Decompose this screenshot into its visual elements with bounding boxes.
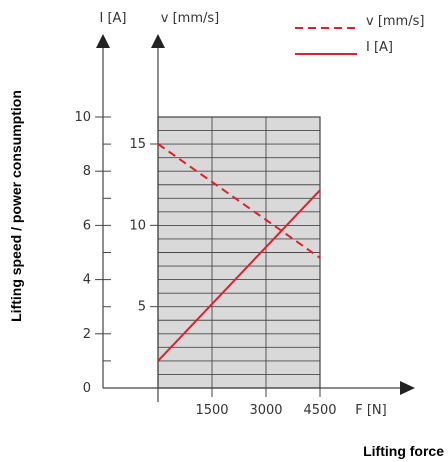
speed-tick-label: 5 <box>138 300 146 315</box>
current-tick-label: 4 <box>83 273 91 288</box>
legend-label: v [mm/s] <box>366 14 424 29</box>
force-axis-unit: F [N] <box>355 403 386 418</box>
force-tick-label: 1500 <box>195 403 228 418</box>
speed-tick-label: 10 <box>129 218 146 233</box>
current-tick-label: 8 <box>83 164 91 179</box>
current-tick-label: 2 <box>83 327 91 342</box>
current-axis-unit: I [A] <box>99 11 126 26</box>
x-axis-title: Lifting force <box>363 443 444 459</box>
force-tick-label: 3000 <box>249 403 282 418</box>
current-tick-label: 10 <box>74 110 91 125</box>
speed-tick-label: 15 <box>129 137 146 152</box>
current-axis-arrow <box>96 34 110 48</box>
speed-axis-unit: v [mm/s] <box>161 11 219 26</box>
force-axis-arrow <box>400 381 415 395</box>
speed-series-line <box>157 143 321 259</box>
current-tick-label: 6 <box>83 218 91 233</box>
speed-axis-arrow <box>151 34 165 48</box>
legend-label: I [A] <box>366 40 393 55</box>
current-tick-label: 0 <box>83 381 91 396</box>
current-series-line <box>157 189 321 362</box>
force-tick-label: 4500 <box>303 403 336 418</box>
y-axis-title: Lifting speed / power consumption <box>8 90 24 322</box>
